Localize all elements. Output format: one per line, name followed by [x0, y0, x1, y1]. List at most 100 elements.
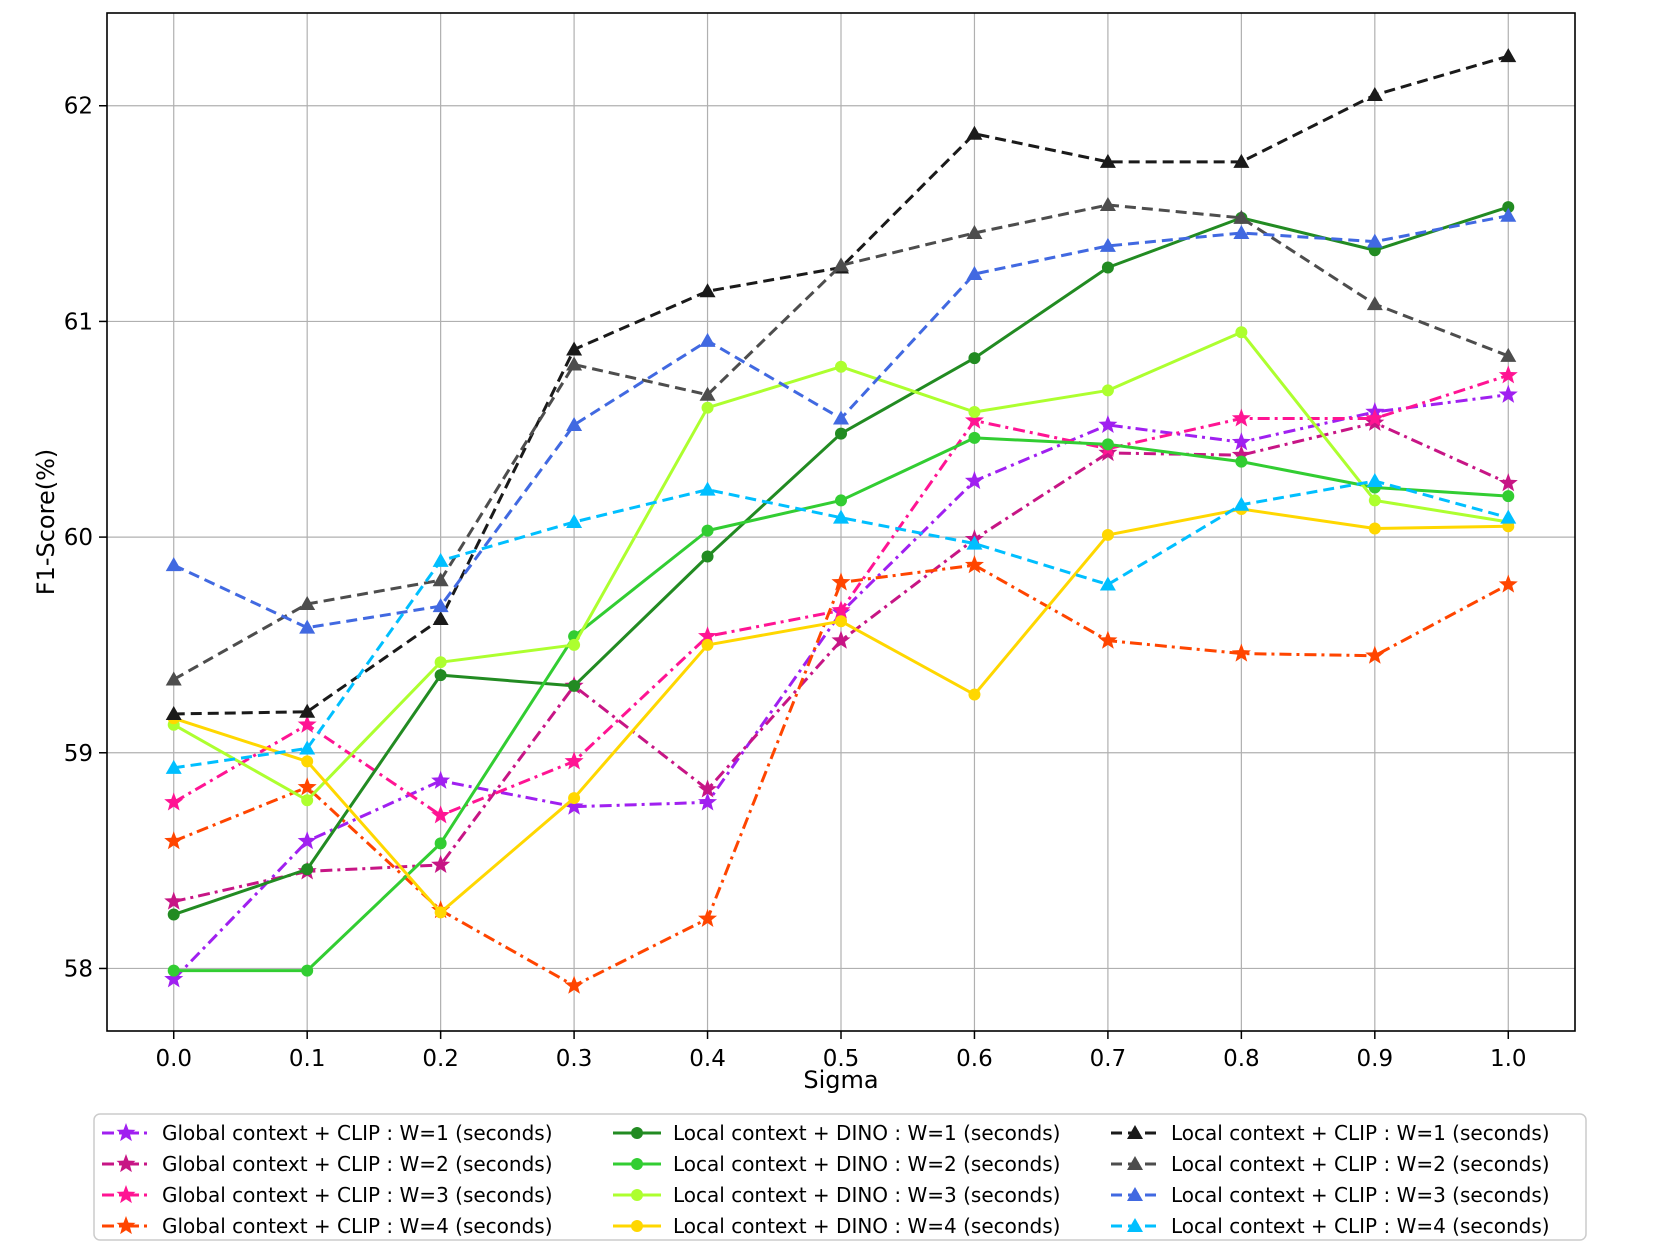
data-point — [164, 792, 184, 811]
data-point — [1233, 209, 1250, 224]
data-point — [835, 494, 847, 507]
legend-swatch-marker — [116, 1216, 136, 1235]
data-point — [1366, 296, 1383, 311]
legend-item-4: Global context + CLIP : W=4 (seconds) — [102, 1214, 553, 1238]
data-point — [1366, 233, 1383, 248]
data-point — [966, 265, 983, 280]
data-point — [564, 751, 584, 770]
data-point — [833, 509, 849, 524]
data-point — [566, 416, 583, 431]
data-point — [1365, 408, 1385, 427]
legend-swatch-marker — [631, 1127, 643, 1139]
x-tick-label: 0.2 — [422, 1046, 459, 1072]
legend-swatch-marker — [1127, 1187, 1143, 1201]
legend-swatch-marker — [116, 1123, 136, 1142]
legend-item-7: Local context + DINO : W=3 (seconds) — [613, 1183, 1060, 1207]
data-point — [701, 401, 714, 414]
data-point — [434, 837, 447, 850]
series-line — [173, 563, 1509, 988]
data-point — [1365, 645, 1385, 664]
data-point — [1101, 528, 1114, 541]
data-point — [431, 805, 451, 824]
data-point — [698, 908, 718, 927]
data-point — [432, 598, 449, 613]
x-axis-title: Sigma — [803, 1066, 878, 1094]
data-point — [698, 626, 718, 645]
data-point — [434, 669, 447, 682]
x-tick-label: 0.7 — [1090, 1046, 1127, 1072]
y-axis-title: F1-Score(%) — [32, 449, 60, 595]
x-tick-label: 0.8 — [1223, 1046, 1260, 1072]
data-point — [831, 630, 851, 649]
legend-label: Local context + DINO : W=3 (seconds) — [673, 1183, 1060, 1207]
data-point — [1231, 408, 1251, 427]
series-11 — [165, 207, 1517, 634]
data-point — [699, 283, 716, 298]
legend-item-1: Global context + CLIP : W=1 (seconds) — [102, 1121, 553, 1145]
data-point — [431, 854, 451, 874]
data-point — [164, 831, 184, 850]
legend-swatch-marker — [1127, 1125, 1143, 1139]
legend: Global context + CLIP : W=1 (seconds) Glo… — [93, 1113, 1587, 1241]
data-point — [165, 557, 182, 572]
data-point — [164, 969, 184, 988]
data-point — [568, 638, 581, 651]
data-point — [1502, 490, 1515, 503]
legend-label: Local context + DINO : W=2 (seconds) — [673, 1152, 1060, 1176]
data-point — [966, 125, 983, 140]
legend-item-11: Local context + CLIP : W=3 (seconds) — [1111, 1183, 1550, 1207]
series-line — [172, 203, 1509, 681]
x-tick-label: 0.0 — [155, 1046, 192, 1072]
series-12 — [165, 473, 1517, 774]
legend-label: Local context + CLIP : W=4 (seconds) — [1171, 1214, 1550, 1238]
data-point — [964, 471, 984, 490]
series-line — [172, 393, 1509, 981]
legend-swatch-marker — [1127, 1156, 1143, 1170]
data-point — [968, 688, 981, 701]
data-point — [432, 572, 449, 587]
y-tick-label: 59 — [64, 741, 93, 767]
data-point — [167, 908, 180, 921]
x-tick-label: 0.6 — [956, 1046, 993, 1072]
legend-label: Global context + CLIP : W=1 (seconds) — [162, 1121, 553, 1145]
legend-label: Local context + DINO : W=1 (seconds) — [673, 1121, 1060, 1145]
y-tick-label: 58 — [64, 956, 93, 982]
legend-label: Global context + CLIP : W=2 (seconds) — [162, 1152, 553, 1176]
data-point — [431, 770, 451, 789]
data-point — [1235, 326, 1248, 339]
data-point — [1498, 384, 1518, 403]
legend-label: Local context + CLIP : W=3 (seconds) — [1171, 1183, 1550, 1207]
data-point — [432, 611, 449, 626]
series-3 — [164, 365, 1518, 824]
legend-item-5: Local context + DINO : W=1 (seconds) — [613, 1121, 1060, 1145]
data-point — [833, 410, 849, 425]
data-point — [164, 891, 184, 910]
data-point — [1233, 153, 1250, 168]
series-lines — [164, 48, 1518, 994]
data-point — [831, 572, 851, 591]
data-point — [699, 386, 716, 401]
x-tick-label: 0.4 — [689, 1046, 726, 1072]
data-point — [566, 356, 583, 371]
legend-item-8: Local context + DINO : W=4 (seconds) — [613, 1214, 1060, 1238]
data-point — [1099, 576, 1116, 591]
legend-swatch-marker — [631, 1220, 643, 1232]
data-point — [833, 257, 849, 272]
data-point — [698, 792, 718, 811]
data-point — [1502, 201, 1515, 214]
data-point — [698, 779, 718, 798]
legend-swatch-marker — [631, 1158, 643, 1170]
data-point — [1101, 438, 1114, 451]
data-point — [968, 431, 981, 444]
data-point — [1233, 224, 1250, 239]
data-point — [165, 671, 182, 686]
data-point — [564, 796, 584, 815]
data-point — [167, 964, 180, 977]
data-point — [1235, 455, 1248, 468]
x-tick-label: 0.5 — [823, 1046, 860, 1072]
data-point — [297, 777, 317, 796]
data-point — [299, 740, 316, 755]
legend-swatch-marker — [116, 1154, 136, 1173]
data-point — [966, 535, 983, 550]
data-point — [564, 975, 584, 994]
